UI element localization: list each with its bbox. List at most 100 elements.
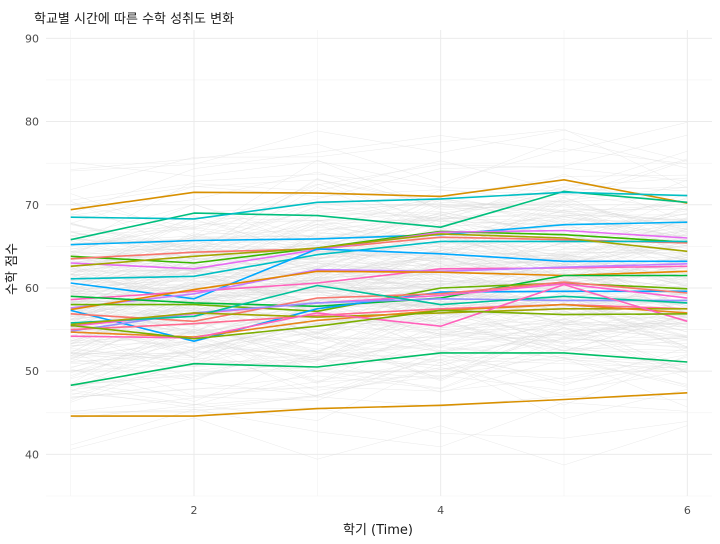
x-tick-label: 2 xyxy=(191,504,198,517)
school-series-line-4 xyxy=(70,221,688,246)
background-student-line xyxy=(70,350,688,406)
background-student-line xyxy=(70,244,688,302)
background-student-line xyxy=(70,159,688,237)
school-series-line-26 xyxy=(70,352,688,387)
school-series-line-20 xyxy=(70,284,688,324)
y-axis-title: 수학 점수 xyxy=(5,243,20,295)
background-student-line xyxy=(70,143,688,184)
background-student-line xyxy=(70,325,688,380)
background-student-line xyxy=(70,319,688,361)
background-student-line xyxy=(70,183,688,246)
background-student-line xyxy=(70,260,688,328)
background-student-line xyxy=(70,193,688,255)
background-student-line xyxy=(70,280,688,338)
background-student-line xyxy=(70,317,688,387)
background-student-line xyxy=(70,351,688,397)
y-tick-label: 50 xyxy=(25,365,39,378)
background-student-line xyxy=(70,245,688,318)
background-student-line xyxy=(70,242,688,306)
x-tick-label: 6 xyxy=(684,504,691,517)
background-student-line xyxy=(70,402,688,448)
y-tick-label: 80 xyxy=(25,116,39,129)
y-tick-label: 90 xyxy=(25,32,39,45)
background-student-line xyxy=(70,234,688,282)
background-student-line xyxy=(70,299,688,363)
background-student-line xyxy=(70,341,688,398)
background-student-line xyxy=(70,210,688,257)
background-student-line xyxy=(70,213,688,296)
background-student-line xyxy=(70,302,688,345)
background-student-line xyxy=(70,347,688,401)
background-student-line xyxy=(70,389,688,409)
background-student-line xyxy=(70,407,688,439)
background-student-line xyxy=(70,318,688,384)
background-student-line xyxy=(70,211,688,262)
background-student-line xyxy=(70,327,688,401)
school-series-line-25 xyxy=(70,309,688,340)
background-student-line xyxy=(70,217,688,291)
background-student-line xyxy=(70,262,688,333)
background-student-line xyxy=(70,370,688,413)
background-student-line xyxy=(70,138,688,188)
background-student-line xyxy=(70,356,688,399)
background-student-line xyxy=(70,267,688,325)
background-student-line xyxy=(70,281,688,322)
background-student-line xyxy=(70,417,688,466)
background-student-line xyxy=(70,252,688,303)
background-student-line xyxy=(70,307,688,352)
school-series-line-9 xyxy=(70,233,688,268)
background-student-line xyxy=(70,209,688,270)
series-lines-layer xyxy=(70,179,688,417)
background-student-line xyxy=(70,253,688,296)
background-student-line xyxy=(70,214,688,280)
school-series-line-27 xyxy=(70,392,688,417)
background-student-line xyxy=(70,286,688,335)
background-student-line xyxy=(70,289,688,326)
school-series-line-19 xyxy=(70,297,688,332)
background-student-line xyxy=(70,186,688,205)
background-student-line xyxy=(70,158,688,216)
background-student-line xyxy=(70,334,688,387)
background-student-line xyxy=(70,306,688,352)
background-student-line xyxy=(70,357,688,413)
background-student-line xyxy=(70,276,688,328)
background-student-line xyxy=(70,319,688,366)
background-student-line xyxy=(70,291,688,335)
grid-layer xyxy=(46,30,712,497)
school-series-line-3 xyxy=(70,191,688,220)
x-axis-title: 학기 (Time) xyxy=(343,523,413,538)
school-series-line-14 xyxy=(70,274,688,308)
background-student-line xyxy=(70,228,688,291)
background-student-line xyxy=(70,202,688,254)
school-series-line-8 xyxy=(70,240,688,280)
background-student-line xyxy=(70,122,688,215)
background-student-line xyxy=(70,313,688,385)
background-student-line xyxy=(70,258,688,325)
school-series-line-18 xyxy=(70,281,688,323)
background-student-line xyxy=(70,203,688,256)
background-student-line xyxy=(70,349,688,391)
y-tick-label: 40 xyxy=(25,448,39,461)
background-student-line xyxy=(70,321,688,383)
background-student-line xyxy=(70,281,688,344)
background-student-line xyxy=(70,173,688,229)
background-student-line xyxy=(70,341,688,393)
background-student-line xyxy=(70,198,688,271)
background-student-line xyxy=(70,298,688,353)
school-series-line-12 xyxy=(70,263,688,309)
tick-labels-layer: 40 50 60 70 80 90 2 4 6 xyxy=(25,32,691,517)
school-series-line-24 xyxy=(70,283,688,339)
school-series-line-1 xyxy=(70,179,688,211)
background-student-line xyxy=(70,205,688,282)
background-student-line xyxy=(70,196,688,253)
school-series-line-5 xyxy=(70,230,688,264)
background-student-line xyxy=(70,313,688,390)
background-student-line xyxy=(70,128,688,190)
y-tick-label: 70 xyxy=(25,199,39,212)
background-student-line xyxy=(70,129,688,172)
background-student-line xyxy=(70,289,688,330)
chart-title: 학교별 시간에 따른 수학 성취도 변화 xyxy=(34,12,234,27)
x-tick-label: 4 xyxy=(437,504,444,517)
y-tick-label: 60 xyxy=(25,282,39,295)
